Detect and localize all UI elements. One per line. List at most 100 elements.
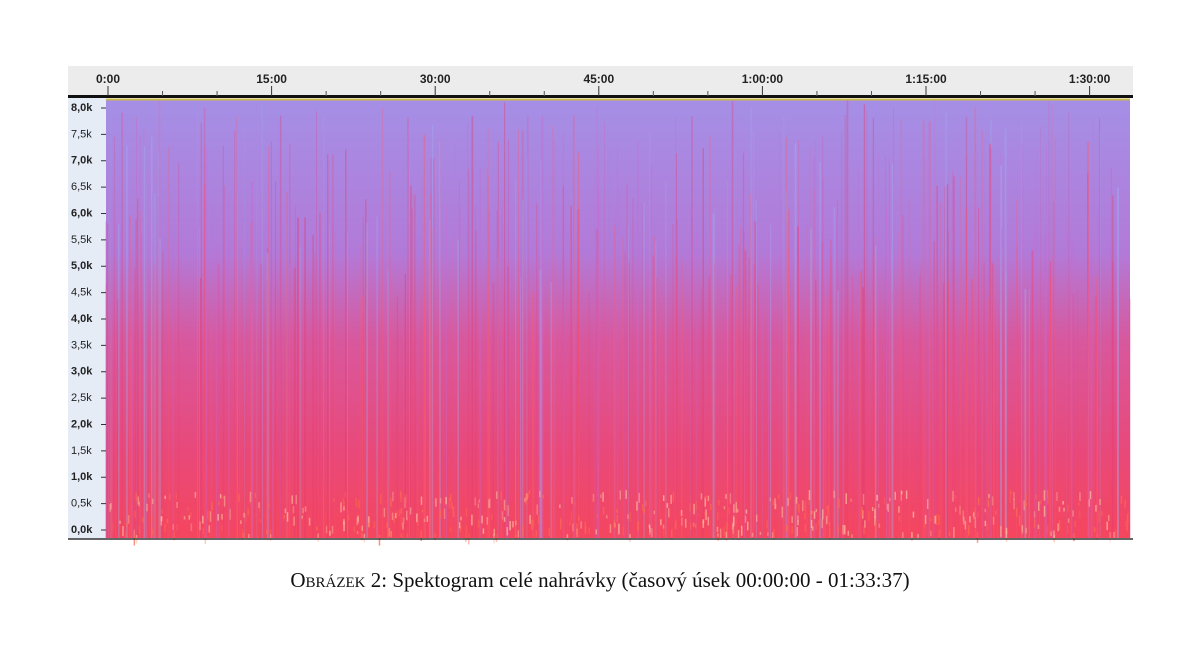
texture-speckle <box>988 493 990 498</box>
texture-speckle <box>542 494 545 499</box>
texture-speckle <box>208 525 211 533</box>
texture-speckle <box>217 514 219 521</box>
texture-speckle <box>930 517 932 521</box>
texture-speckle <box>1025 493 1027 501</box>
texture-speckle <box>243 532 245 539</box>
texture-speckle <box>821 509 824 520</box>
texture-speckle <box>571 497 573 504</box>
texture-speckle <box>1073 533 1075 542</box>
texture-speckle <box>248 533 250 539</box>
texture-speckle <box>796 499 798 510</box>
caption-label: Obrázek 2: <box>290 568 387 592</box>
texture-speckle <box>465 508 468 517</box>
texture-speckle <box>526 493 528 501</box>
texture-speckle <box>746 521 749 531</box>
texture-speckle <box>728 506 730 515</box>
texture-speckle <box>1018 515 1021 526</box>
texture-speckle <box>796 526 799 537</box>
texture-speckle <box>962 510 965 522</box>
texture-speckle <box>240 520 242 525</box>
texture-speckle <box>948 531 951 537</box>
texture-speckle <box>953 527 955 538</box>
texture-speckle <box>616 515 618 522</box>
texture-speckle <box>505 504 508 511</box>
texture-speckle <box>209 511 212 522</box>
texture-speckle <box>399 490 402 498</box>
texture-speckle <box>451 502 453 510</box>
texture-speckle <box>186 506 189 511</box>
texture-speckle <box>465 525 468 534</box>
texture-speckle <box>827 505 829 516</box>
texture-speckle <box>176 524 179 532</box>
texture-speckle <box>875 521 877 532</box>
texture-speckle <box>161 508 163 514</box>
texture-speckle <box>804 524 807 533</box>
texture-speckle <box>777 494 780 499</box>
texture-speckle <box>199 521 201 531</box>
texture-speckle <box>1005 527 1008 534</box>
texture-speckle <box>347 515 350 521</box>
texture-speckle <box>112 523 114 532</box>
texture-speckle <box>616 509 618 513</box>
texture-speckle <box>124 531 127 538</box>
texture-speckle <box>725 531 728 542</box>
texture-speckle <box>926 499 929 509</box>
texture-speckle <box>1053 530 1055 542</box>
texture-speckle <box>400 516 403 527</box>
texture-speckle <box>974 517 977 528</box>
texture-speckle <box>536 504 538 515</box>
frequency-label: 7,5k <box>71 128 92 140</box>
texture-speckle <box>964 520 967 530</box>
texture-speckle <box>842 524 844 535</box>
texture-speckle <box>1095 504 1097 512</box>
texture-speckle <box>649 524 651 535</box>
texture-speckle <box>403 517 405 524</box>
texture-speckle <box>723 506 726 510</box>
texture-speckle <box>1000 525 1002 535</box>
texture-speckle <box>935 514 938 526</box>
texture-speckle <box>524 497 526 502</box>
frequency-label: 1,0k <box>71 471 93 483</box>
texture-speckle <box>663 528 665 537</box>
texture-speckle <box>622 526 625 537</box>
texture-speckle <box>1033 518 1036 528</box>
time-label: 1:15:00 <box>905 72 947 86</box>
texture-speckle <box>1046 525 1049 535</box>
texture-speckle <box>317 533 319 542</box>
texture-speckle <box>718 499 720 506</box>
texture-speckle <box>522 527 524 537</box>
texture-speckle <box>460 516 462 521</box>
texture-speckle <box>638 492 640 503</box>
texture-speckle <box>755 514 758 522</box>
texture-speckle <box>439 510 442 518</box>
texture-speckle <box>772 500 774 506</box>
texture-speckle <box>527 493 529 498</box>
texture-speckle <box>150 516 153 522</box>
texture-speckle <box>1120 495 1123 504</box>
texture-speckle <box>815 508 818 512</box>
texture-speckle <box>984 520 987 527</box>
texture-speckle <box>725 522 728 531</box>
texture-speckle <box>223 495 226 507</box>
texture-speckle <box>826 515 828 525</box>
texture-speckle <box>732 529 734 540</box>
texture-speckle <box>723 526 725 536</box>
spectrogram-texture <box>105 100 1131 546</box>
texture-speckle <box>1013 492 1015 500</box>
texture-speckle <box>301 515 303 519</box>
texture-speckle <box>486 517 489 525</box>
texture-speckle <box>602 492 604 502</box>
texture-speckle <box>241 529 244 539</box>
texture-speckle <box>1021 524 1023 532</box>
texture-speckle <box>1066 525 1069 534</box>
texture-speckle <box>1067 504 1069 512</box>
texture-speckle <box>986 524 988 530</box>
texture-speckle <box>710 504 712 511</box>
texture-speckle <box>821 518 823 529</box>
texture-speckle <box>645 500 647 507</box>
texture-speckle <box>295 494 297 505</box>
texture-speckle <box>705 509 707 521</box>
texture-speckle <box>878 523 881 528</box>
texture-speckle <box>735 502 737 513</box>
